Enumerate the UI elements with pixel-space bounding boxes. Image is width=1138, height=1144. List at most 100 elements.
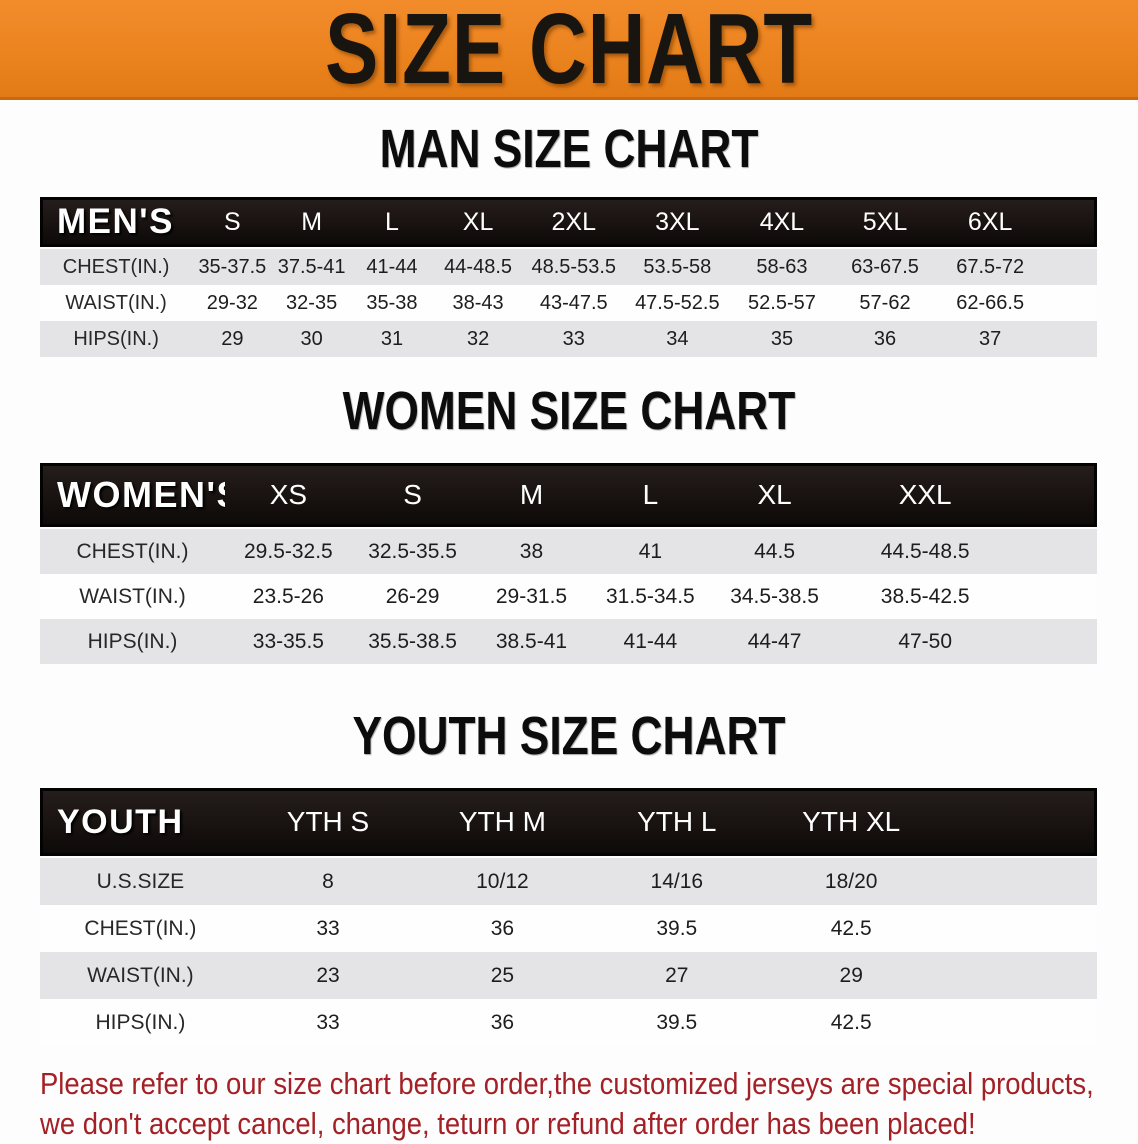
row-label: U.S.SIZE [40,856,241,905]
row-label: HIPS(IN.) [40,619,225,664]
row-label: CHEST(IN.) [40,247,193,285]
measurement-row: WAIST(IN.) 29-32 32-35 35-38 38-43 43-47.5 47.… [40,285,1097,321]
size-value-cell: 33-35.5 [224,619,352,664]
youth-size-table: YOUTH YTH S YTH M YTH L YTH XL U.S.SIZE 8 10/12… [40,788,1097,1046]
women-size-table: WOMEN'S XS S M L XL XXL CHEST(IN.) 29.5-32.5 32.5… [40,463,1097,664]
size-value-cell: 23.5-26 [224,574,352,619]
size-value-cell: 26-29 [351,574,474,619]
size-value-cell: 67.5-72 [936,247,1045,285]
size-column-header: M [272,197,351,247]
table-group-label: YOUTH [40,788,241,856]
measurement-row: U.S.SIZE 8 10/12 14/16 18/20 [40,856,1097,905]
size-value-cell: 44.5 [711,527,838,574]
size-value-cell: 29 [764,952,939,999]
table-header-row: YOUTH YTH S YTH M YTH L YTH XL [40,788,1097,856]
women-section-title: WOMEN SIZE CHART [0,384,1138,438]
size-value-cell: 48.5-53.5 [523,247,625,285]
spacer-cell [1012,527,1097,574]
size-value-cell: 33 [523,321,625,357]
size-value-cell: 41-44 [589,619,712,664]
youth-size-section: YOUTH SIZE CHART YOUTH YTH S YTH M YTH L YTH… [0,709,1138,1046]
men-size-table: MEN'S S M L XL 2XL 3XL 4XL 5XL 6XL CHEST(IN.) 35-37… [40,197,1097,357]
size-value-cell: 52.5-57 [730,285,834,321]
size-value-cell: 31 [350,321,434,357]
size-chart-banner: SIZE CHART [0,0,1138,100]
spacer-cell [938,905,1097,952]
spacer-cell [938,999,1097,1046]
size-column-header: S [192,197,273,247]
size-value-cell: 39.5 [589,999,764,1046]
man-section-title: MAN SIZE CHART [0,119,1138,179]
size-value-cell: 35.5-38.5 [351,619,474,664]
size-value-cell: 47.5-52.5 [624,285,731,321]
row-label: HIPS(IN.) [40,321,193,357]
measurement-row: HIPS(IN.) 33 36 39.5 42.5 [40,999,1097,1046]
size-column-header: XXL [837,463,1013,527]
size-value-cell: 37.5-41 [272,247,351,285]
size-value-cell: 41 [589,527,712,574]
measurement-row: WAIST(IN.) 23 25 27 29 [40,952,1097,999]
size-value-cell: 63-67.5 [833,247,937,285]
size-value-cell: 47-50 [837,619,1013,664]
women-size-section: WOMEN SIZE CHART WOMEN'S XS S M L XL XXL CHEST(… [0,384,1138,664]
size-value-cell: 42.5 [764,905,939,952]
table-group-label: WOMEN'S [40,463,225,527]
spacer-cell [1044,247,1097,285]
size-value-cell: 29.5-32.5 [224,527,352,574]
size-value-cell: 37 [936,321,1045,357]
size-value-cell: 35 [730,321,834,357]
size-value-cell: 23 [240,952,416,999]
size-value-cell: 27 [589,952,764,999]
size-value-cell: 36 [415,999,590,1046]
disclaimer-line-1: Please refer to our size chart before or… [40,1066,1094,1101]
size-column-header: XL [711,463,838,527]
size-value-cell: 35-37.5 [192,247,273,285]
measurement-row: WAIST(IN.) 23.5-26 26-29 29-31.5 31.5-34.5 34… [40,574,1097,619]
size-column-header: 3XL [624,197,731,247]
size-column-header: YTH M [415,788,590,856]
size-value-cell: 8 [240,856,416,905]
row-label: WAIST(IN.) [40,574,225,619]
size-value-cell: 10/12 [415,856,590,905]
banner-title: SIZE CHART [325,0,813,105]
spacer-cell [1012,574,1097,619]
size-value-cell: 29 [192,321,273,357]
size-column-header: YTH XL [764,788,939,856]
man-section-title-text: MAN SIZE CHART [379,119,759,179]
spacer-cell [938,788,1097,856]
order-disclaimer: Please refer to our size chart before or… [40,1064,1137,1144]
row-label: CHEST(IN.) [40,905,241,952]
size-value-cell: 38-43 [433,285,524,321]
size-column-header: YTH S [240,788,416,856]
row-label: WAIST(IN.) [40,952,241,999]
spacer-cell [1012,463,1097,527]
measurement-row: CHEST(IN.) 29.5-32.5 32.5-35.5 38 41 44.5 44.5… [40,527,1097,574]
youth-section-title: YOUTH SIZE CHART [0,709,1138,763]
spacer-cell [1044,321,1097,357]
size-column-header: 6XL [936,197,1045,247]
measurement-row: HIPS(IN.) 33-35.5 35.5-38.5 38.5-41 41-44 44-… [40,619,1097,664]
man-size-section: MAN SIZE CHART MEN'S S M L XL 2XL 3XL 4XL 5XL 6XL… [0,119,1138,357]
size-value-cell: 39.5 [589,905,764,952]
row-label: CHEST(IN.) [40,527,225,574]
size-column-header: S [351,463,474,527]
size-column-header: XS [224,463,352,527]
size-column-header: L [350,197,434,247]
size-value-cell: 38.5-41 [473,619,590,664]
size-value-cell: 30 [272,321,351,357]
size-value-cell: 14/16 [589,856,764,905]
size-value-cell: 32 [433,321,524,357]
size-value-cell: 44.5-48.5 [837,527,1013,574]
size-value-cell: 44-48.5 [433,247,524,285]
measurement-row: CHEST(IN.) 35-37.5 37.5-41 41-44 44-48.5 48.5… [40,247,1097,285]
size-value-cell: 29-32 [192,285,273,321]
size-value-cell: 53.5-58 [624,247,731,285]
measurement-row: HIPS(IN.) 29 30 31 32 33 34 35 36 37 [40,321,1097,357]
size-value-cell: 18/20 [764,856,939,905]
spacer-cell [1044,197,1097,247]
size-column-header: 5XL [833,197,937,247]
spacer-cell [938,952,1097,999]
size-value-cell: 38 [473,527,590,574]
spacer-cell [938,856,1097,905]
row-label: HIPS(IN.) [40,999,241,1046]
